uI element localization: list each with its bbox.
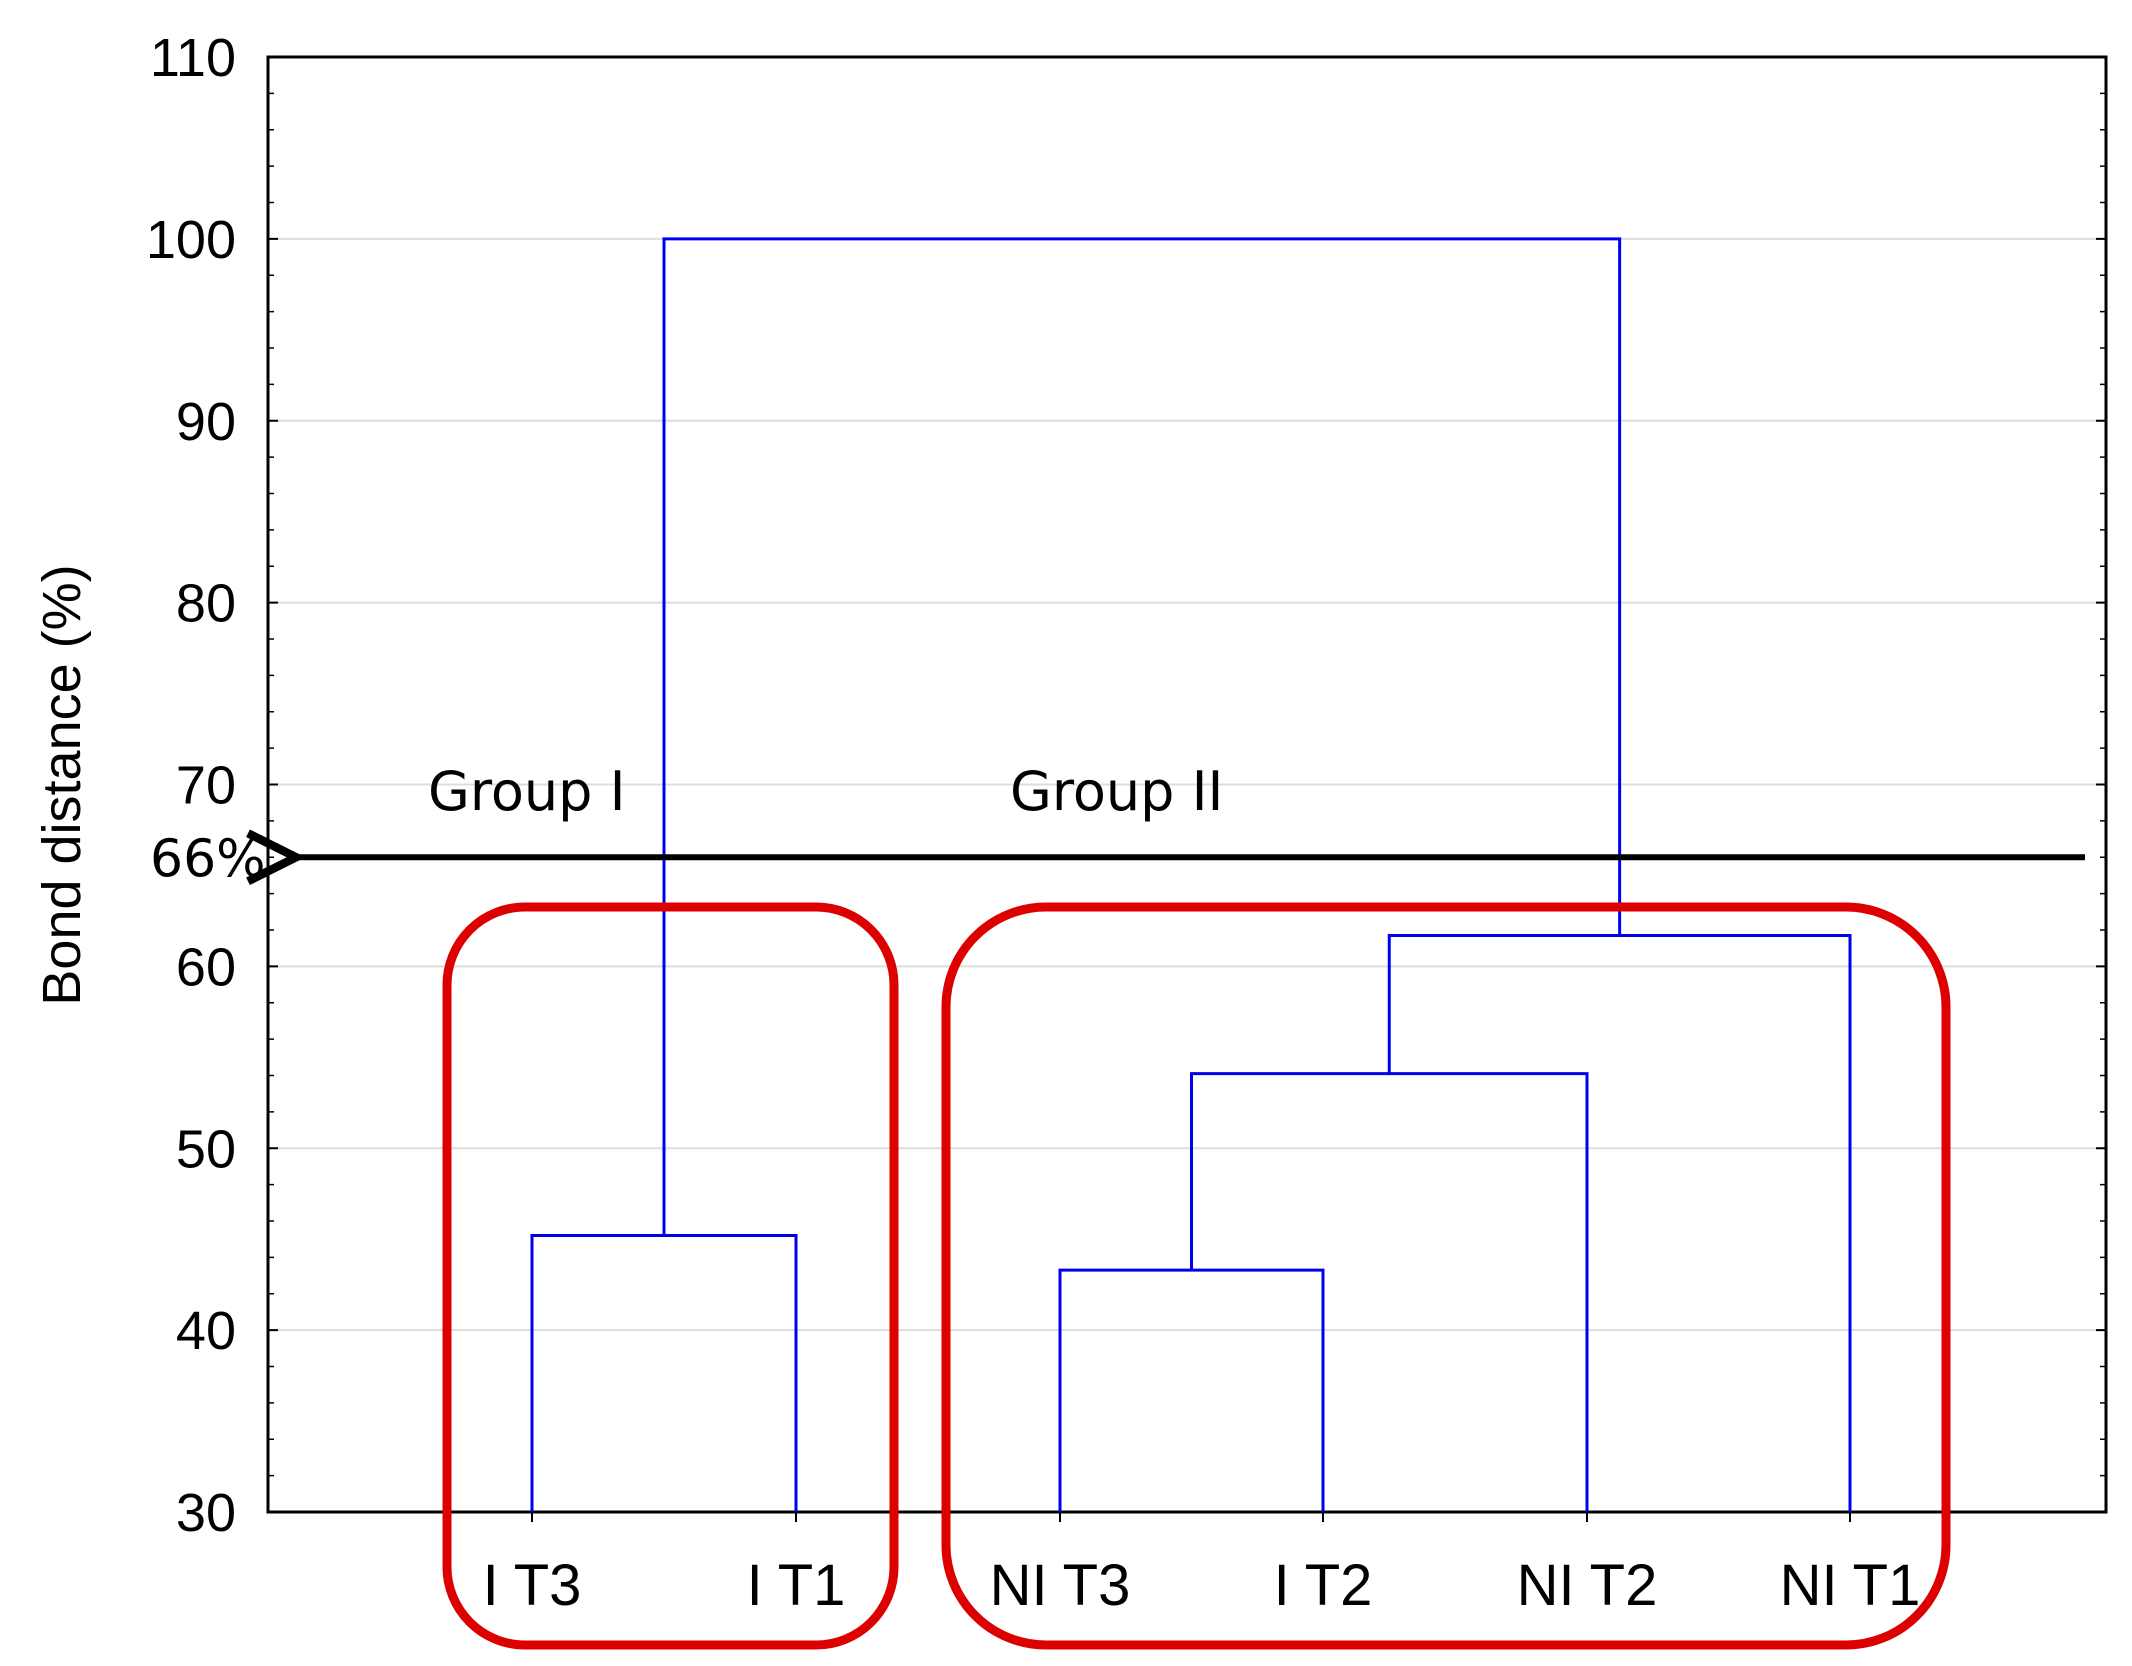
leaf-label: NI T3 xyxy=(990,1553,1131,1618)
y-tick-label: 40 xyxy=(176,1301,236,1361)
group-label: Group II xyxy=(1010,760,1223,823)
dendrogram-link-4 xyxy=(1387,933,1852,1512)
leaf-label: I T3 xyxy=(483,1553,582,1618)
leaf-label: NI T1 xyxy=(1780,1553,1921,1618)
y-tick-label: 70 xyxy=(176,756,236,816)
threshold-label: 66% xyxy=(150,829,266,889)
y-tick-label: 100 xyxy=(146,210,236,270)
group-boxes xyxy=(442,902,1951,1650)
group-label: Group I xyxy=(428,760,626,823)
y-tick-label: 50 xyxy=(176,1119,236,1179)
dendrogram-link-2 xyxy=(1058,1268,1325,1512)
y-tick-label: 30 xyxy=(176,1483,236,1543)
y-tick-label: 110 xyxy=(150,28,236,88)
dendrogram-link-5 xyxy=(662,237,1622,1236)
dendrogram-link-3 xyxy=(1190,1072,1589,1512)
labels: Group I Group II I T3 I T1 NI T3 I T2 NI T2 NI … xyxy=(428,760,1920,1618)
dendrogram-link-1 xyxy=(530,1234,798,1512)
group-box-2 xyxy=(941,902,1951,1650)
y-axis-title: Bond distance (%) xyxy=(32,564,92,1005)
y-tick-label: 90 xyxy=(176,392,236,452)
y-tick-label: 80 xyxy=(176,574,236,634)
leaf-label: I T2 xyxy=(1274,1553,1373,1618)
plot-frame xyxy=(266,55,2108,1514)
threshold: 66% xyxy=(150,829,2085,889)
leaf-label: NI T2 xyxy=(1517,1553,1658,1618)
group-box-1 xyxy=(442,902,899,1650)
gridlines xyxy=(268,237,2106,1332)
dendrogram-links xyxy=(530,237,1852,1512)
leaf-label: I T1 xyxy=(747,1553,846,1618)
y-axis-ticks: 30 40 50 60 70 80 90 100 110 xyxy=(146,28,2106,1543)
y-tick-label: 60 xyxy=(176,937,236,997)
